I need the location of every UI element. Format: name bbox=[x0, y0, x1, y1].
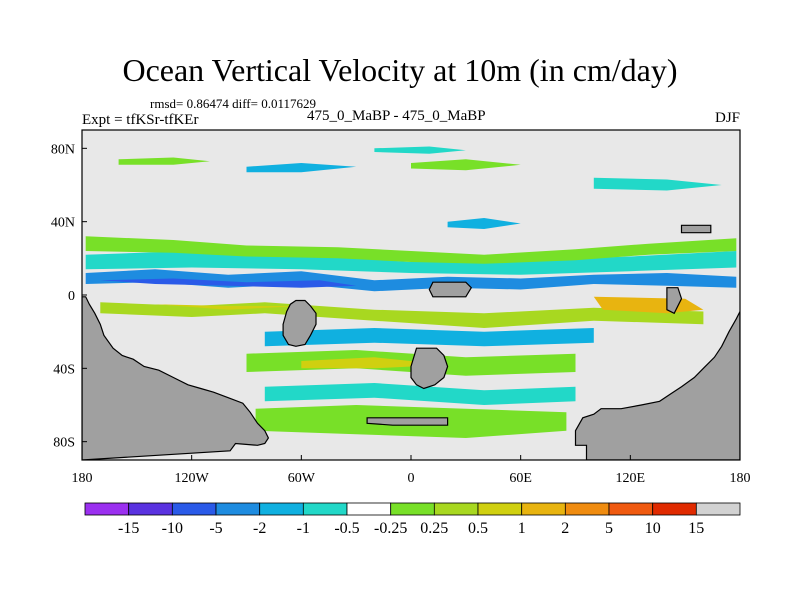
colorbar-swatch-4 bbox=[259, 502, 304, 516]
colorbar-swatch-7 bbox=[390, 502, 435, 516]
colorbar-level-label: 10 bbox=[645, 520, 661, 537]
colorbar-swatch-5 bbox=[302, 502, 348, 516]
season-label: DJF bbox=[714, 110, 740, 126]
anomaly-band-17 bbox=[374, 146, 466, 154]
colorbar-swatch-3 bbox=[215, 502, 261, 516]
colorbar-swatch-1 bbox=[128, 502, 173, 516]
chart-title: Ocean Vertical Velocity at 10m (in cm/da… bbox=[122, 52, 678, 88]
colorbar-level-label: 1 bbox=[518, 520, 526, 537]
x-tick-label: 120E bbox=[616, 471, 646, 486]
anomaly-band-3 bbox=[85, 236, 737, 264]
x-tick-label: 60E bbox=[509, 471, 532, 486]
colorbar-swatch-9 bbox=[477, 502, 523, 516]
land-western-continent bbox=[282, 299, 317, 347]
x-tick-label: 60W bbox=[288, 471, 316, 486]
colorbar-level-label: -0.25 bbox=[374, 520, 407, 537]
colorbar-level-label: -5 bbox=[209, 520, 222, 537]
anomaly-band-7 bbox=[264, 328, 594, 347]
land-southern-island bbox=[366, 417, 449, 426]
colorbar-swatch-14 bbox=[695, 502, 741, 516]
colorbar-level-label: 15 bbox=[688, 520, 704, 537]
colorbar: -15 -10 -5 -2 -1 -0.5 -0.25 0.25 0.5 1 2 5 10 15 bbox=[84, 502, 741, 537]
colorbar-level-label: -10 bbox=[162, 520, 183, 537]
colorbar-level-label: 0.25 bbox=[420, 520, 448, 537]
land-south-america-antarctica bbox=[82, 296, 270, 460]
anomaly-band-13 bbox=[118, 157, 210, 165]
anomaly-band-5 bbox=[155, 304, 302, 310]
land-northern-islet bbox=[428, 281, 473, 298]
colorbar-level-label: -15 bbox=[118, 520, 139, 537]
anomaly-band-15 bbox=[411, 159, 521, 171]
colorbar-level-label: -2 bbox=[253, 520, 266, 537]
colorbar-level-label: 0.5 bbox=[468, 520, 488, 537]
x-tick-label: 180 bbox=[730, 471, 751, 486]
anomaly-band-14 bbox=[593, 177, 722, 191]
colorbar-swatch-8 bbox=[433, 502, 479, 516]
anomaly-bands bbox=[85, 146, 737, 438]
experiment-label: Expt = tfKSr-tfKEr bbox=[82, 112, 199, 128]
y-tick-label: 0 bbox=[68, 289, 75, 304]
colorbar-level-label: -1 bbox=[297, 520, 310, 537]
land-arctic-islet bbox=[680, 224, 712, 234]
land-masses bbox=[82, 224, 740, 460]
colorbar-level-label: -0.5 bbox=[334, 520, 359, 537]
colorbar-swatch-6 bbox=[346, 502, 392, 516]
anomaly-band-1 bbox=[100, 278, 357, 288]
colorbar-swatch-11 bbox=[564, 502, 610, 516]
colorbar-level-label: 2 bbox=[561, 520, 569, 537]
colorbar-swatch-2 bbox=[171, 502, 217, 516]
anomaly-band-10 bbox=[264, 383, 576, 405]
x-tick-label: 120W bbox=[175, 471, 210, 486]
land-eastern-islet bbox=[666, 287, 683, 315]
run-comparison-label: 475_0_MaBP - 475_0_MaBP bbox=[307, 108, 486, 124]
axes: 180 120W 60W 0 60E 120E 180 80N 40N 0 40S 80S bbox=[51, 142, 751, 486]
anomaly-band-4 bbox=[100, 302, 704, 328]
x-tick-label: 180 bbox=[72, 471, 93, 486]
colorbar-swatch-0 bbox=[84, 502, 130, 516]
y-tick-label: 80N bbox=[51, 142, 75, 157]
anomaly-band-2 bbox=[85, 251, 737, 275]
colorbar-swatch-13 bbox=[652, 502, 697, 516]
plot-area bbox=[82, 130, 740, 460]
colorbar-level-label: 5 bbox=[605, 520, 613, 537]
x-tick-label: 0 bbox=[408, 471, 415, 486]
land-central-continent bbox=[410, 347, 449, 390]
y-tick-label: 40N bbox=[51, 216, 75, 231]
anomaly-band-12 bbox=[246, 163, 357, 173]
y-tick-label: 40S bbox=[53, 362, 75, 377]
y-tick-label: 80S bbox=[53, 436, 75, 451]
rmsd-diff-stats: rmsd= 0.86474 diff= 0.0117629 bbox=[150, 96, 316, 111]
land-africa-antarctica bbox=[574, 311, 740, 460]
colorbar-swatch-12 bbox=[608, 502, 654, 516]
anomaly-band-16 bbox=[447, 218, 521, 229]
colorbar-swatch-10 bbox=[521, 502, 566, 516]
